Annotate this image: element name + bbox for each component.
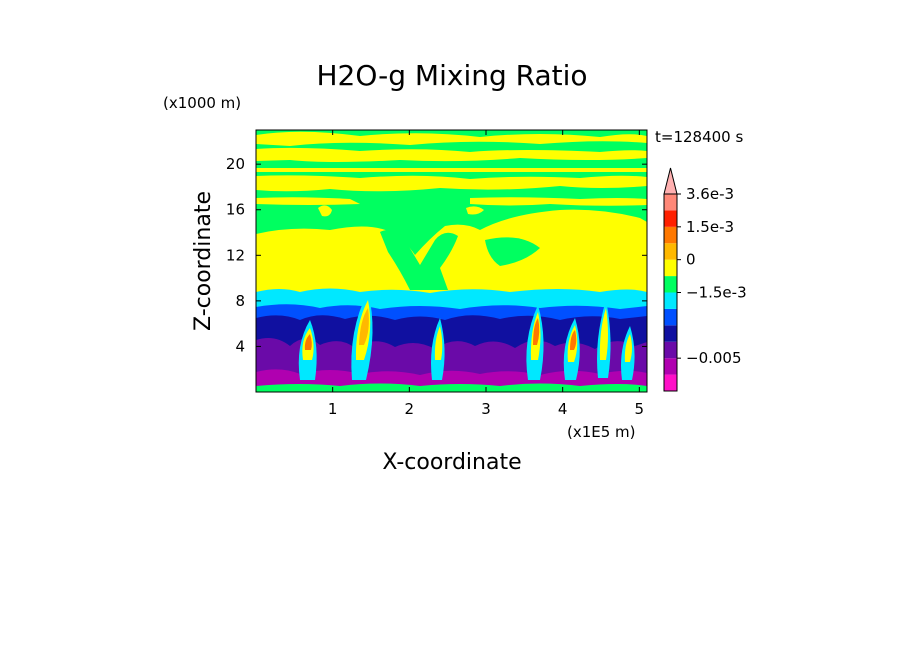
- colorbar-segment: [664, 243, 677, 260]
- colorbar-segment: [664, 276, 677, 293]
- green-gap-right: [485, 237, 540, 266]
- colorbar-tick-label: −0.005: [686, 349, 742, 367]
- plot-area: [256, 130, 647, 392]
- colorbar-segment: [664, 325, 677, 342]
- chart-title: H2O-g Mixing Ratio: [316, 59, 587, 92]
- colorbar-tick-label: −1.5e-3: [686, 284, 747, 302]
- x-tick-label: 4: [558, 400, 568, 418]
- x-tick-label: 2: [405, 400, 415, 418]
- y-axis-title: Z-coordinate: [191, 191, 216, 331]
- colorbar: 3.6e-3 1.5e-3 0 −1.5e-3 −0.005: [663, 167, 747, 392]
- x-axis-title: X-coordinate: [382, 450, 521, 475]
- colorbar-segment: [664, 210, 677, 227]
- colorbar-segment: [664, 292, 677, 309]
- green-gap: [380, 229, 458, 290]
- colorbar-tick-label: 1.5e-3: [686, 218, 734, 236]
- colorbar-segment: [664, 374, 677, 391]
- y-tick-label: 20: [226, 155, 245, 173]
- upper-moisture-layers: [256, 131, 647, 300]
- x-unit-label: (x1E5 m): [567, 423, 636, 441]
- y-tick-label: 16: [226, 201, 245, 219]
- y-unit-label: (x1000 m): [163, 94, 241, 112]
- colorbar-segment: [664, 341, 677, 359]
- y-tick-label: 8: [235, 292, 245, 310]
- colorbar-segment: [664, 226, 677, 244]
- colorbar-tick-label: 0: [686, 251, 696, 269]
- x-tick-label: 5: [635, 400, 645, 418]
- surface-layer: [256, 383, 647, 392]
- x-axis: 1 2 3 4 5: [328, 130, 644, 418]
- y-axis: 4 8 12 16 20: [226, 155, 647, 355]
- colorbar-segment: [664, 259, 677, 277]
- plot-frame: [255, 129, 648, 393]
- x-tick-label: 3: [481, 400, 491, 418]
- colorbar-segment: [664, 308, 677, 326]
- time-label: t=128400 s: [655, 128, 743, 146]
- y-tick-label: 4: [235, 337, 245, 355]
- y-tick-label: 12: [226, 246, 245, 264]
- convective-plumes: [298, 292, 635, 380]
- colorbar-tick-label: 3.6e-3: [686, 185, 734, 203]
- x-tick-label: 1: [328, 400, 338, 418]
- colorbar-segment: [664, 194, 677, 211]
- colorbar-extension-arrow: [663, 167, 678, 195]
- colorbar-segment: [664, 358, 677, 375]
